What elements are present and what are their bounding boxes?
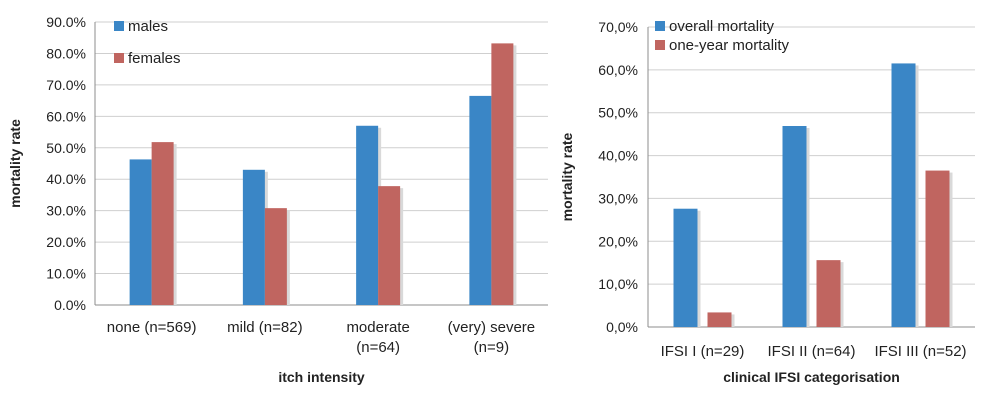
legend-swatch [655,21,665,31]
y-tick-label: 40.0% [46,171,86,187]
bar-males [242,169,265,305]
legend-swatch [114,21,124,31]
y-tick-label: 20,0% [598,233,638,249]
legend-label: females [128,50,181,67]
y-tick-label: 0,0% [606,319,638,335]
x-category-label: (n=9) [474,339,509,356]
legend-label: overall mortality [669,18,775,35]
y-tick-label: 70,0% [598,19,638,35]
y-tick-label: 90.0% [46,14,86,30]
bar-one-year-mortality [707,312,732,327]
y-tick-label: 80.0% [46,45,86,61]
x-category-label: IFSI II (n=64) [768,343,856,360]
x-category-label: IFSI III (n=52) [874,343,966,360]
y-tick-label: 60.0% [46,108,86,124]
legend-label: one-year mortality [669,37,790,54]
y-tick-label: 50.0% [46,140,86,156]
chart-panel-2: 0,0% 10,0% 20,0% 30,0% 40,0% 50,0% 60,0% 70,0% I… [559,18,975,385]
bar-females [491,43,514,305]
bar-overall-mortality [673,208,698,327]
bar-females [378,186,401,305]
y-axis-title: mortality rate [7,119,23,208]
y-tick-label: 0.0% [54,297,86,313]
x-axis-title: clinical IFSI categorisation [723,369,900,385]
x-category-label: none (n=569) [107,319,197,336]
y-tick-label: 10.0% [46,266,86,282]
y-tick-label: 40,0% [598,148,638,164]
bar-males [469,95,492,306]
chart-panel-1: 0.0% 10.0% 20.0% 30.0% 40.0% 50.0% 60.0% 70.0% 8… [7,14,548,385]
bar-overall-mortality [891,63,916,328]
bar-overall-mortality [782,126,807,327]
bar-females [151,142,174,305]
bar-females [264,208,287,305]
bar-males [129,159,152,305]
x-category-label: moderate [346,319,409,336]
y-axis-title: mortality rate [559,132,575,221]
y-tick-label: 30.0% [46,203,86,219]
legend-swatch [655,40,665,50]
y-tick-label: 10,0% [598,276,638,292]
bar-one-year-mortality [925,170,950,327]
y-tick-label: 60,0% [598,62,638,78]
x-axis-title: itch intensity [278,369,365,385]
bar-males [356,125,379,306]
y-tick-label: 30,0% [598,190,638,206]
x-category-label: (very) severe [448,319,536,336]
legend-swatch [114,53,124,63]
bar-one-year-mortality [816,260,841,327]
x-category-label: IFSI I (n=29) [661,343,745,360]
y-tick-label: 50,0% [598,105,638,121]
legend-label: males [128,18,168,35]
x-category-label: mild (n=82) [227,319,302,336]
y-tick-label: 20.0% [46,234,86,250]
y-tick-label: 70.0% [46,77,86,93]
x-category-label: (n=64) [356,339,400,356]
